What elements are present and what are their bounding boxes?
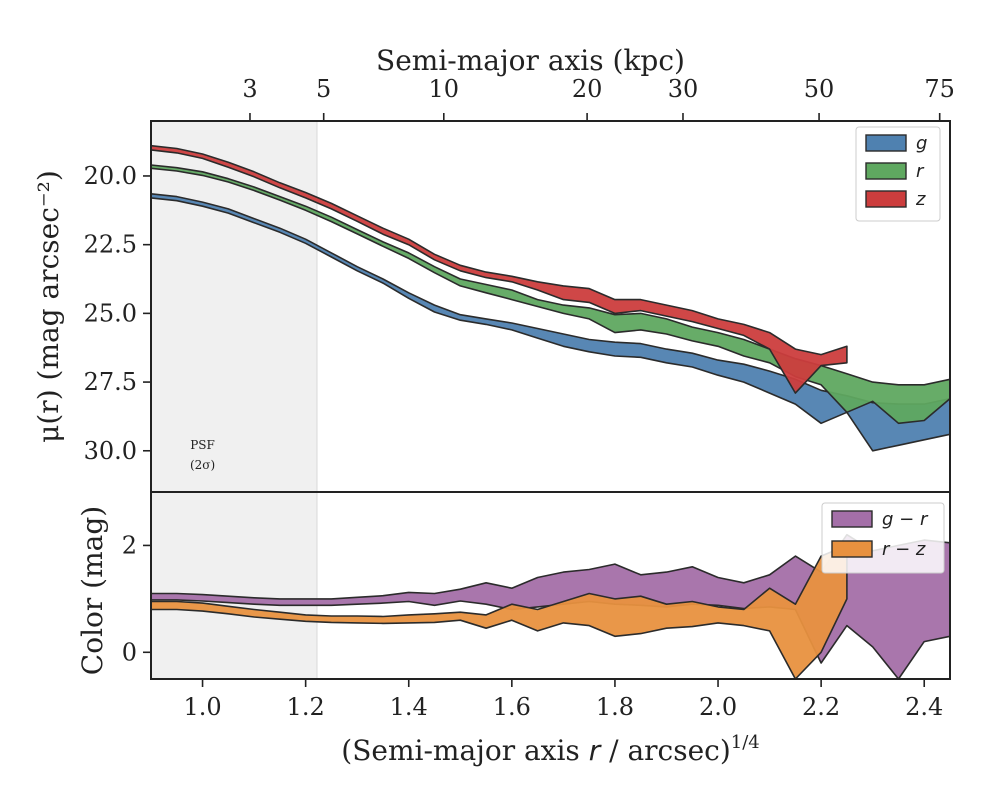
band-rz-1 [150,544,848,680]
color-panel: 02 1.0 1.2 1.4 1.6 1.8 2.0 2.2 2.4 g − rr − z [122,491,951,721]
top-y-axis-label: μ(r) (mag arcsec⁻²) [32,170,65,443]
kpc-tick-label: 10 [429,75,460,103]
bottom-xtick-label: 1.8 [596,693,634,721]
top-legend: grz [855,126,941,222]
bottom-legend-swatch [831,510,873,528]
kpc-tick-label: 50 [804,75,835,103]
bottom-xtick-label: 1.6 [493,693,531,721]
top-legend-label: r [916,161,925,182]
bottom-legend: g − r r − z [821,502,945,574]
top-psf-band [151,121,317,492]
kpc-tick-label: 75 [924,75,955,103]
top-ytick-label: 25.0 [84,299,137,327]
xlabel-main: (Semi-major axis [341,734,588,767]
bottom-xtick-label: 2.4 [905,693,943,721]
kpc-tick-label: 30 [668,75,699,103]
top-ytick-label: 27.5 [84,368,137,396]
top-legend-swatch [865,162,907,180]
bottom-ytick-label: 2 [122,531,137,559]
top-legend-label: g [916,133,927,154]
bottom-legend-swatch [831,540,873,558]
top-legend-label: z [915,189,926,210]
bottom-legend-label: r − z [882,539,926,560]
top-legend-swatch [865,134,907,152]
kpc-tick-label: 3 [242,75,257,103]
band-z-2 [150,144,848,394]
bottom-x-ticks: 1.0 1.2 1.4 1.6 1.8 2.0 2.2 2.4 [183,679,943,721]
top-ytick-label: 20.0 [84,162,137,190]
bottom-xtick-label: 1.4 [390,693,428,721]
bottom-psf-band [151,492,317,679]
psf-label-line1: PSF [190,438,215,452]
top-legend-swatch [865,190,907,208]
xlabel-tail: / arcsec) [600,734,731,767]
bottom-xtick-label: 1.0 [183,693,221,721]
kpc-tick-label: 5 [316,75,331,103]
bottom-panel-frame [150,491,951,680]
top-kpc-ticks: 3 5 10 20 30 50 75 [242,75,955,121]
bottom-xtick-label: 1.2 [287,693,325,721]
xlabel-exp: 1/4 [731,732,760,753]
bottom-xtick-label: 2.2 [802,693,840,721]
bottom-legend-label: g − r [882,509,929,530]
bottom-xtick-label: 2.0 [699,693,737,721]
top-ytick-label: 22.5 [84,231,137,259]
top-axis-label: Semi-major axis (kpc) [376,44,685,77]
bottom-y-axis-label: Color (mag) [76,506,109,675]
psf-label-line2: (2σ) [190,458,215,472]
top-ytick-label: 30.0 [84,437,137,465]
bottom-ytick-label: 0 [122,638,137,666]
bottom-y-ticks: 02 [122,531,151,666]
kpc-tick-label: 20 [572,75,603,103]
bottom-x-axis-label: (Semi-major axis r / arcsec)1/4 [341,732,759,767]
top-y-ticks: 20.0 22.5 25.0 27.5 30.0 [84,162,151,465]
xlabel-var: r [589,734,602,767]
surface-brightness-panel: 20.0 22.5 25.0 27.5 30.0 3 5 10 20 30 50 75 PSF (2… [84,75,955,493]
